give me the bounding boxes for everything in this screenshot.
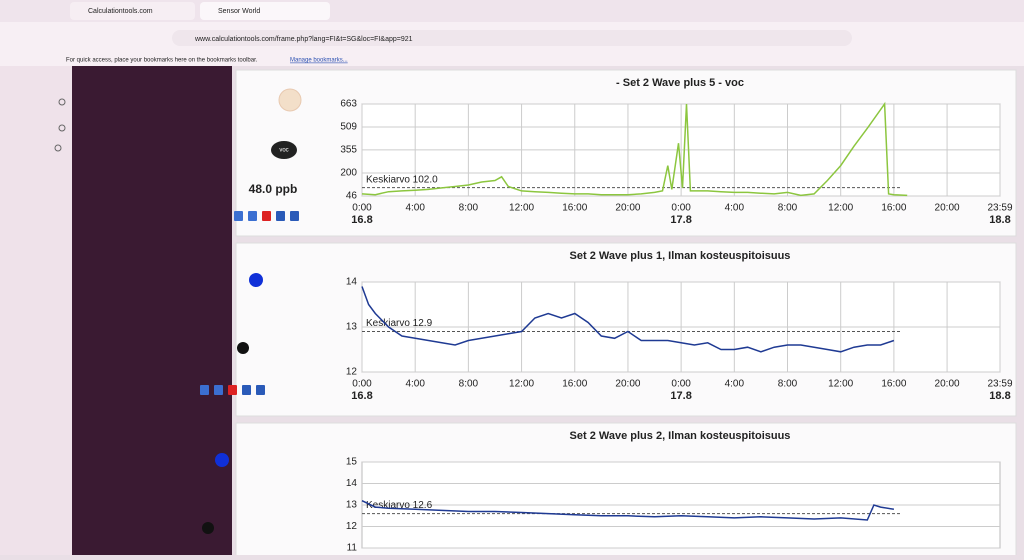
x-tick-label: 4:00 xyxy=(405,203,425,214)
x-tick-label: 20:00 xyxy=(935,203,960,214)
x-tick-label: 20:00 xyxy=(935,379,960,390)
x-tick-label: 23:59 xyxy=(987,203,1012,214)
y-tick-label: 11 xyxy=(347,543,358,554)
y-tick-label: 14 xyxy=(346,478,358,489)
tab-title: Sensor World xyxy=(218,8,260,15)
y-tick-label: 14 xyxy=(346,277,358,288)
x-tick-label: 0:00 xyxy=(671,203,691,214)
x-tick-label: 16:00 xyxy=(562,379,587,390)
bookmarks-hint: For quick access, place your bookmarks h… xyxy=(66,58,258,64)
action-icon[interactable] xyxy=(262,211,271,221)
action-icon[interactable] xyxy=(276,211,285,221)
x-tick-label: 8:00 xyxy=(459,379,479,390)
day-label: 16.8 xyxy=(351,390,372,402)
reading: 48.0 ppb xyxy=(249,182,298,196)
average-label: Keskiarvo 102.0 xyxy=(366,174,438,185)
data-line xyxy=(361,101,908,197)
day-label: 18.8 xyxy=(989,214,1010,226)
info-icon[interactable] xyxy=(202,522,214,534)
y-tick-label: 15 xyxy=(346,457,358,468)
bookmarks-link[interactable]: Manage bookmarks... xyxy=(290,58,348,64)
x-tick-label: 8:00 xyxy=(778,379,798,390)
bookmarks-bar xyxy=(0,52,1024,66)
action-icon[interactable] xyxy=(200,385,209,395)
x-tick-label: 8:00 xyxy=(778,203,798,214)
data-line xyxy=(361,500,895,521)
panel-title: Set 2 Wave plus 2, Ilman kosteuspitoisuu… xyxy=(570,430,791,442)
sidebar-icon[interactable] xyxy=(58,98,66,106)
status-dot xyxy=(215,453,229,467)
average-label: Keskiarvo 12.9 xyxy=(366,318,433,329)
panel-title: Set 2 Wave plus 1, Ilman kosteuspitoisuu… xyxy=(570,250,791,262)
icon-label: voc xyxy=(279,148,288,154)
y-tick-label: 663 xyxy=(340,99,357,110)
action-icon[interactable] xyxy=(242,385,251,395)
sensor-icon xyxy=(271,141,297,159)
day-label: 16.8 xyxy=(351,214,372,226)
y-tick-label: 13 xyxy=(346,322,358,333)
x-tick-label: 16:00 xyxy=(881,379,906,390)
x-tick-label: 20:00 xyxy=(615,379,640,390)
sidebar-icon[interactable] xyxy=(58,124,66,132)
sidebar xyxy=(0,66,72,555)
x-tick-label: 12:00 xyxy=(509,203,534,214)
info-icon[interactable] xyxy=(237,342,249,354)
y-tick-label: 12 xyxy=(346,521,358,532)
day-label: 18.8 xyxy=(989,390,1010,402)
day-label: 17.8 xyxy=(670,390,691,402)
action-icon[interactable] xyxy=(256,385,265,395)
action-icon[interactable] xyxy=(214,385,223,395)
y-tick-label: 13 xyxy=(346,500,358,511)
action-icon[interactable] xyxy=(248,211,257,221)
url: www.calculationtools.com/frame.php?lang=… xyxy=(194,36,413,43)
x-tick-label: 12:00 xyxy=(509,379,534,390)
average-label: Keskiarvo 12.6 xyxy=(366,500,433,511)
x-tick-label: 4:00 xyxy=(405,379,425,390)
x-tick-label: 12:00 xyxy=(828,203,853,214)
action-icon[interactable] xyxy=(228,385,237,395)
y-tick-label: 200 xyxy=(340,168,357,179)
x-tick-label: 0:00 xyxy=(671,379,691,390)
y-tick-label: 12 xyxy=(346,367,358,378)
data-line xyxy=(361,286,895,353)
url-bar[interactable] xyxy=(172,30,852,46)
y-tick-label: 355 xyxy=(340,145,357,156)
action-icon[interactable] xyxy=(234,211,243,221)
status-dot xyxy=(249,273,263,287)
x-tick-label: 16:00 xyxy=(562,203,587,214)
status-light xyxy=(278,88,302,112)
x-tick-label: 23:59 xyxy=(987,379,1012,390)
x-tick-label: 4:00 xyxy=(725,203,745,214)
x-tick-label: 8:00 xyxy=(459,203,479,214)
tab-title: Calculationtools.com xyxy=(88,8,153,15)
y-tick-label: 509 xyxy=(340,122,357,133)
action-icon[interactable] xyxy=(290,211,299,221)
side-panel xyxy=(72,66,232,555)
sidebar-icon[interactable] xyxy=(54,144,62,152)
x-tick-label: 16:00 xyxy=(881,203,906,214)
x-tick-label: 4:00 xyxy=(725,379,745,390)
tab[interactable] xyxy=(200,2,330,20)
x-tick-label: 0:00 xyxy=(352,379,372,390)
y-tick-label: 46 xyxy=(346,191,358,202)
x-tick-label: 20:00 xyxy=(615,203,640,214)
panel-title: - Set 2 Wave plus 5 - voc xyxy=(616,77,744,89)
x-tick-label: 12:00 xyxy=(828,379,853,390)
x-tick-label: 0:00 xyxy=(352,203,372,214)
day-label: 17.8 xyxy=(670,214,691,226)
tab[interactable] xyxy=(70,2,195,20)
